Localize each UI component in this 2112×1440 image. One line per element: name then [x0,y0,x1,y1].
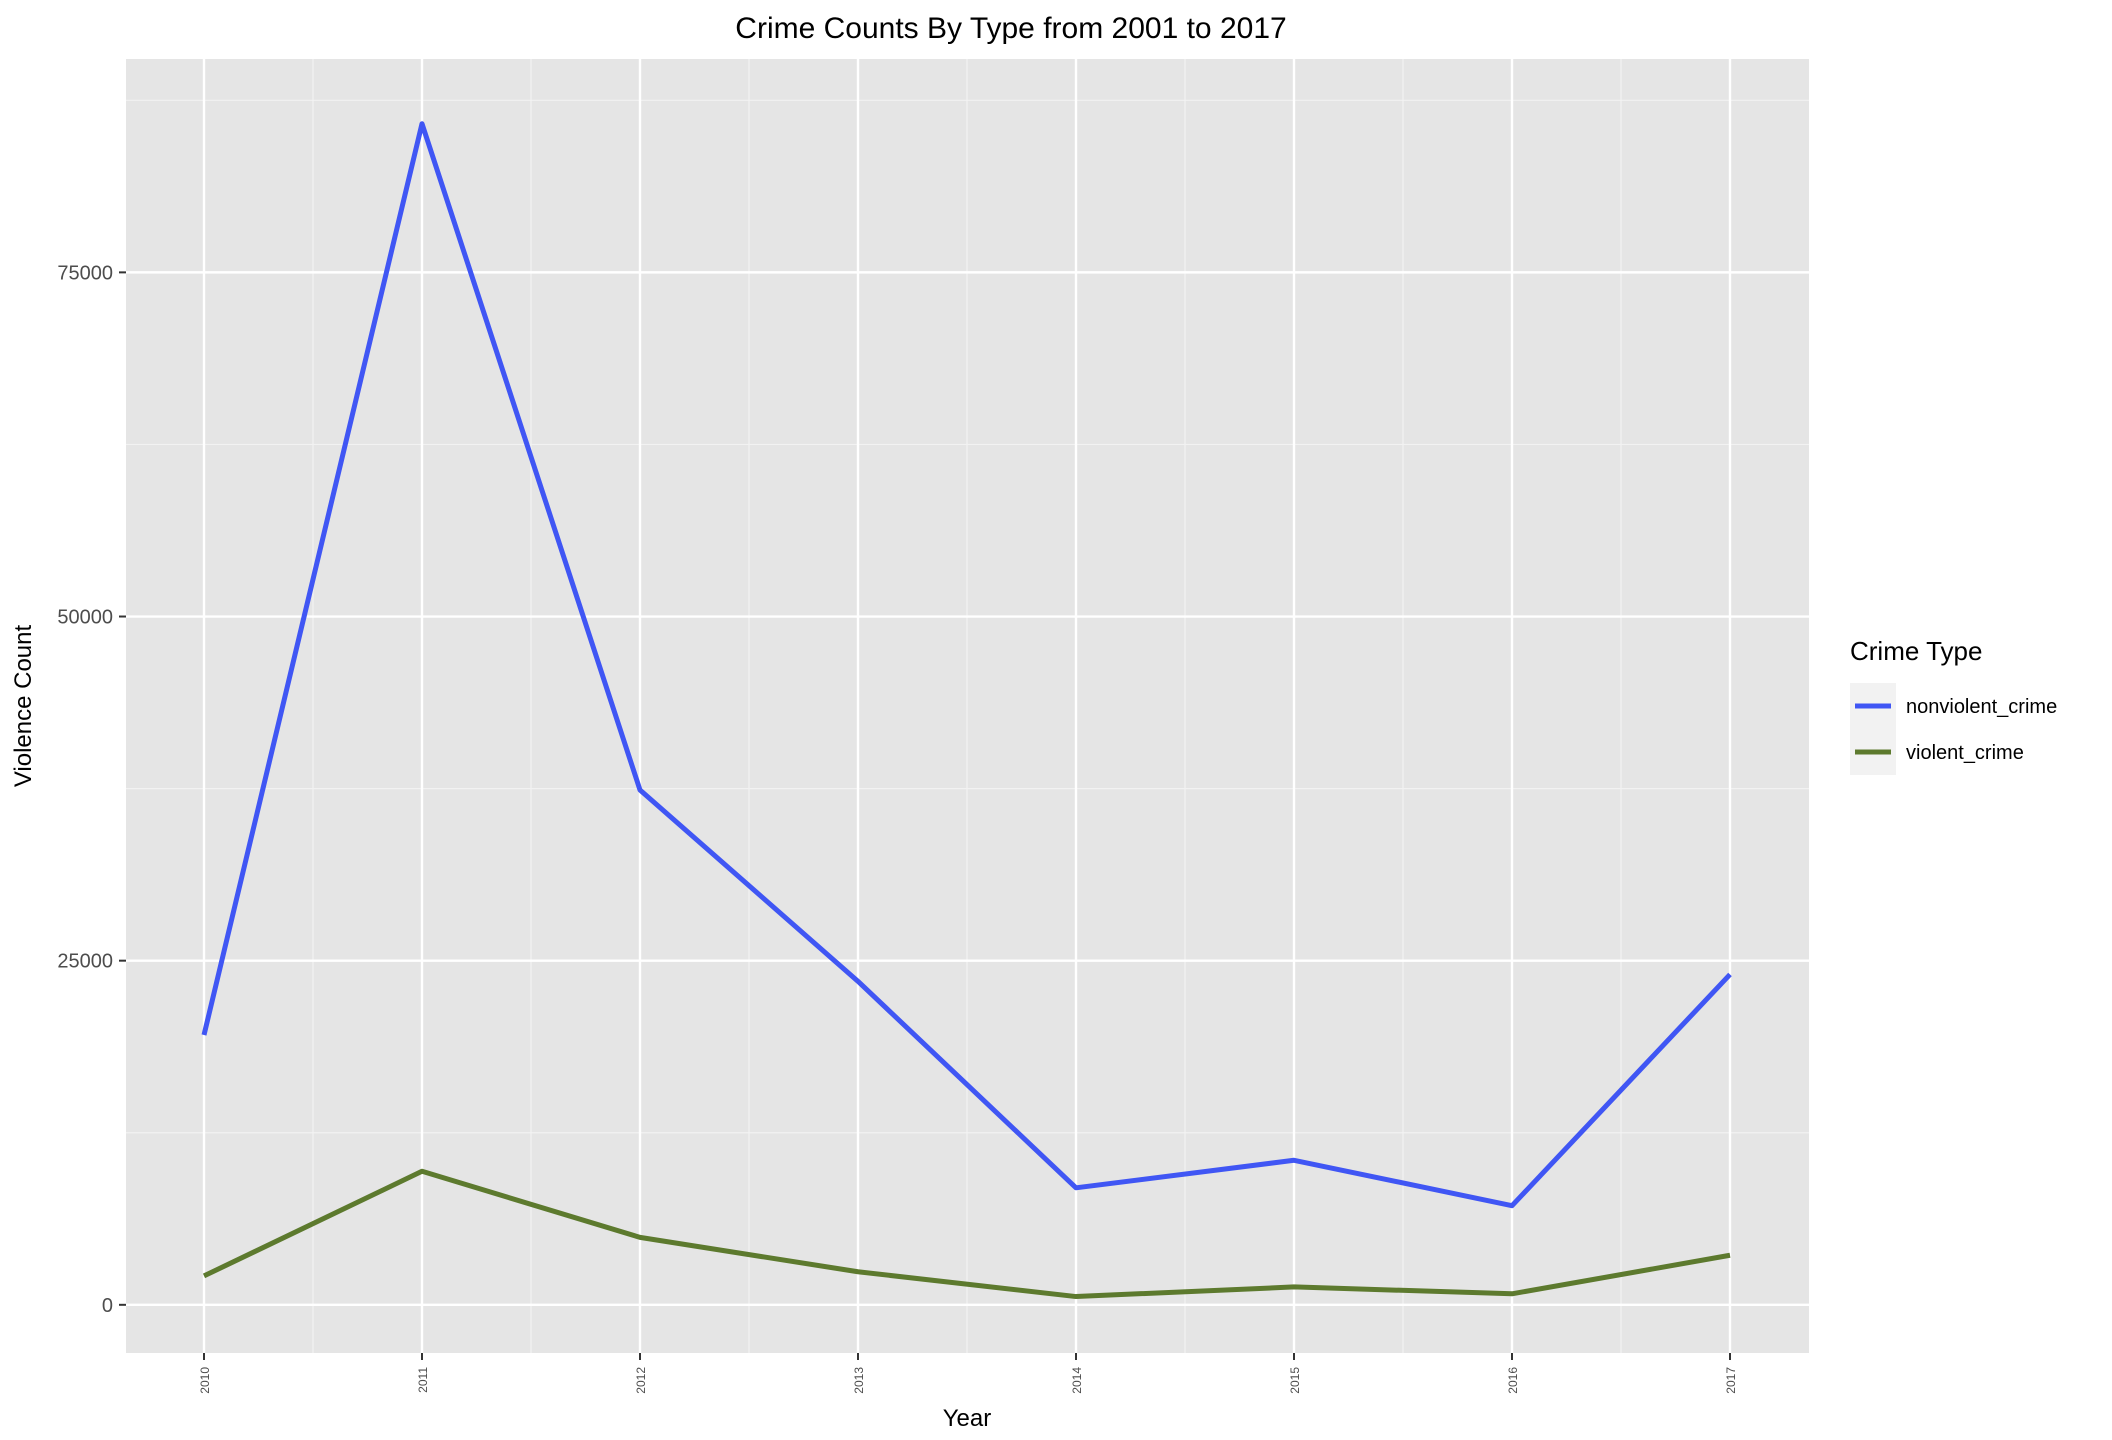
series-line-violent-crime [202,1168,1731,1300]
y-tick-label: 25000 [57,951,113,973]
x-tick-label: 2010 [198,1367,212,1394]
series-line-nonviolent-crime [201,121,1732,1209]
y-tick-label: 75000 [57,262,113,284]
legend-label: nonviolent_crime [1906,696,2057,718]
legend-item-nonviolent-crime: nonviolent_crime [1850,683,2057,729]
x-axis-ticks: 2010 2011 2012 2013 2014 2015 2016 2017 [198,1353,1738,1394]
x-tick-label: 2012 [634,1367,648,1394]
legend: Crime Type nonviolent_crime violent_crime [1850,636,2057,775]
chart-title: Crime Counts By Type from 2001 to 2017 [735,12,1286,45]
x-tick-label: 2017 [1724,1367,1738,1394]
grid-lines [126,59,1809,1353]
legend-items: nonviolent_crime violent_crime [1850,683,2057,775]
x-tick-label: 2011 [416,1367,430,1393]
legend-title: Crime Type [1850,636,1982,666]
x-tick-label: 2014 [1070,1367,1084,1394]
x-tick-label: 2015 [1288,1367,1302,1394]
y-tick-label: 0 [102,1295,113,1317]
y-axis-ticks: 0 25000 50000 75000 [57,262,126,1317]
x-tick-label: 2013 [852,1367,866,1394]
x-tick-label: 2016 [1506,1367,1520,1394]
y-tick-label: 50000 [57,607,113,629]
x-axis-title: Year [943,1405,992,1432]
legend-label: violent_crime [1906,742,2024,764]
y-axis-title: Violence Count [10,625,37,788]
series-lines [201,121,1732,1300]
legend-item-violent-crime: violent_crime [1850,729,2024,775]
